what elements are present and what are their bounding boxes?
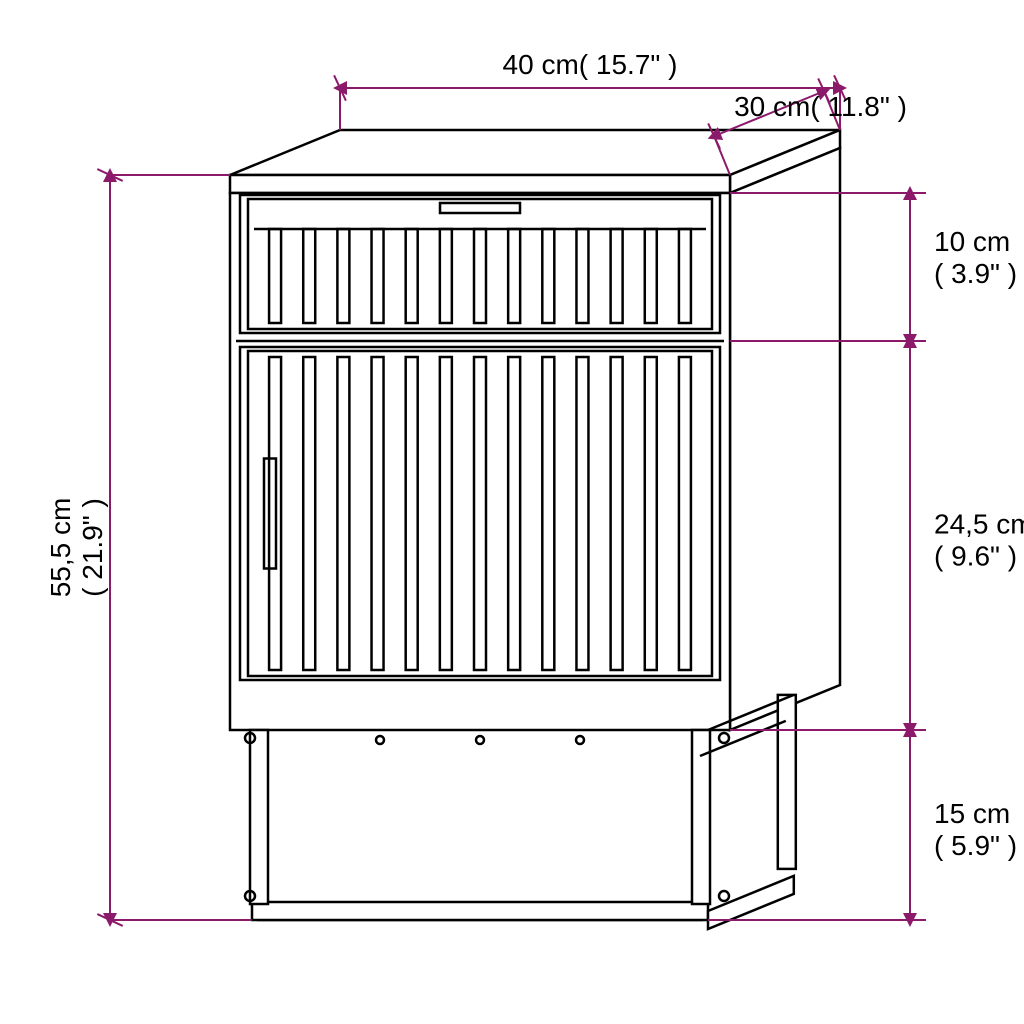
dim-height-label: 55,5 cm( 21.9" )	[45, 498, 108, 598]
dim-door-label: 24,5 cm( 9.6" )	[934, 509, 1024, 572]
dim-depth-label: 30 cm( 11.8" )	[734, 91, 907, 122]
cabinet-drawing	[230, 130, 840, 929]
dim-legs-label: 15 cm( 5.9" )	[934, 798, 1017, 861]
dim-drawer-label: 10 cm( 3.9" )	[934, 226, 1017, 289]
dim-width-label: 40 cm( 15.7" )	[503, 49, 678, 80]
